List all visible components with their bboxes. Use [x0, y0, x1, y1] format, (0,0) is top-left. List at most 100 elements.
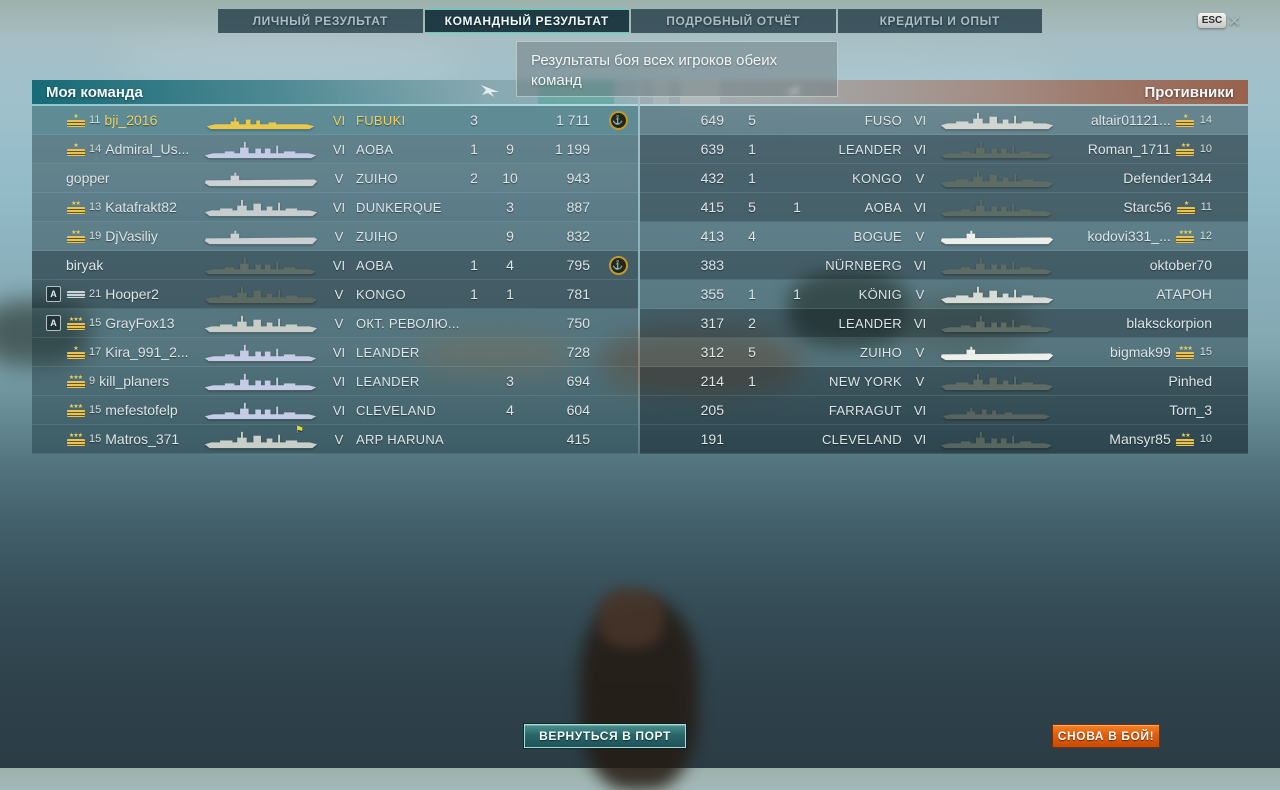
battle-again-button[interactable]: СНОВА В БОЙ! — [1052, 724, 1160, 748]
table-row[interactable]: ★★★ 9 kill_planers VI LEANDER 3 694 — [32, 367, 638, 396]
my-team-rows: ★ 11 bji_2016 VI FUBUKI 3 1 711 ⚓ ★ 14 Admiral_Us.… — [32, 106, 638, 454]
ship-silhouette-cell — [202, 168, 322, 189]
xp-value: 1 199 — [554, 141, 590, 157]
player-name: kodovi331_... — [1087, 228, 1171, 244]
planes-value: 1 — [748, 141, 756, 157]
table-row[interactable]: ★ 14 Admiral_Us... VI AOBA 1 9 1 199 — [32, 135, 638, 164]
ship-silhouette-cell — [202, 110, 322, 131]
planes-value: 9 — [506, 228, 514, 244]
player-name-cluster: ★★★ 15 Matros_371 — [66, 431, 202, 447]
kills-value: 1 — [470, 286, 478, 302]
table-row[interactable]: 191 CLEVELAND VI Mansyr85 ★★ 10 — [640, 425, 1248, 454]
close-icon[interactable]: ✕ — [1228, 13, 1241, 30]
ship-name: DUNKERQUE — [356, 199, 442, 215]
ship-tier: VI — [332, 402, 346, 418]
tab-detailed-report[interactable]: ПОДРОБНЫЙ ОТЧЁТ — [631, 9, 836, 33]
back-to-port-button[interactable]: ВЕРНУТЬСЯ В ПОРТ — [524, 724, 686, 748]
ship-tier: VI — [332, 112, 346, 128]
ship-name: AOBA — [864, 199, 902, 215]
ship-tier: VI — [913, 141, 927, 157]
xp-value: 1 711 — [556, 112, 590, 128]
rank-insignia-icon: ★★★ — [66, 375, 85, 388]
ship-silhouette — [938, 313, 1056, 334]
table-row[interactable]: ★★ 13 Katafrakt82 VI DUNKERQUE 3 887 — [32, 193, 638, 222]
table-row[interactable]: 639 1 LEANDER VI Roman_1711 ★★ 10 — [640, 135, 1248, 164]
ship-silhouette — [938, 255, 1056, 276]
table-row[interactable]: ★★★ 15 Matros_371 ⚑ V ARP HARUNA 415 — [32, 425, 638, 454]
table-row[interactable]: 317 2 LEANDER VI blaksckorpion — [640, 309, 1248, 338]
rank-number: 21 — [89, 288, 102, 300]
ship-tier: VI — [332, 344, 346, 360]
xp-value: 639 — [700, 141, 724, 157]
ship-silhouette — [938, 197, 1056, 218]
ship-silhouette-cell — [202, 284, 322, 305]
arp-flag-icon: ⚑ — [295, 424, 304, 436]
planes-value: 5 — [748, 199, 756, 215]
tab-team-result[interactable]: КОМАНДНЫЙ РЕЗУЛЬТАТ — [424, 9, 629, 33]
table-row[interactable]: 214 1 NEW YORK V Pinhed — [640, 367, 1248, 396]
table-row[interactable]: 649 5 FUSO VI altair01121... ★ 14 — [640, 106, 1248, 135]
table-row[interactable]: 383 NÜRNBERG VI oktober70 — [640, 251, 1248, 280]
enemy-team-rows: 649 5 FUSO VI altair01121... ★ 14 639 1 LEANDER VI… — [640, 106, 1248, 454]
cloud — [120, 40, 460, 86]
rank-number: 13 — [89, 201, 102, 213]
player-name-cluster: Roman_1711 ★★ 10 — [1062, 141, 1212, 157]
kills-value: 1 — [470, 141, 478, 157]
player-name-cluster: bigmak99 ★★★ 15 — [1062, 344, 1212, 360]
ship-silhouette — [202, 168, 320, 189]
tab-credits-and-xp[interactable]: КРЕДИТЫ И ОПЫТ — [837, 9, 1042, 33]
table-row[interactable]: 205 FARRAGUT VI Torn_3 — [640, 396, 1248, 425]
ship-tier: VI — [332, 373, 346, 389]
ship-silhouette-cell — [938, 110, 1062, 131]
planes-value: 1 — [748, 373, 756, 389]
player-name-cluster: altair01121... ★ 14 — [1062, 112, 1212, 128]
rank-insignia-icon: ★ — [66, 114, 85, 127]
table-row[interactable]: ★ 17 Kira_991_2... VI LEANDER 728 — [32, 338, 638, 367]
xp-value: 943 — [566, 170, 590, 186]
ship-tier: V — [915, 373, 925, 389]
ship-silhouette-cell — [202, 371, 322, 392]
rank-number: 15 — [89, 433, 102, 445]
table-row[interactable]: ★★ 19 DjVasiliy V ZUIHO 9 832 — [32, 222, 638, 251]
rank-number: 10 — [1199, 143, 1212, 155]
rank-insignia-icon: ★ — [66, 143, 85, 156]
ship-silhouette — [938, 400, 1056, 421]
xp-value: 750 — [566, 315, 590, 331]
ship-silhouette — [938, 139, 1056, 160]
table-row[interactable]: 432 1 KONGO V Defender1344 — [640, 164, 1248, 193]
achievement-medal-icon: ⚓ — [608, 110, 628, 130]
table-row[interactable]: А 21 Hooper2 V KONGO 1 1 781 — [32, 280, 638, 309]
kills-value: 3 — [470, 112, 478, 128]
table-row[interactable]: 415 5 1 AOBA VI Starc56 ★ 11 — [640, 193, 1248, 222]
mountain — [420, 335, 570, 377]
table-row[interactable]: А ★★★ 15 GrayFox13 V ОКТ. РЕВОЛЮ... 750 — [32, 309, 638, 338]
ship-name: ARP HARUNA — [356, 431, 445, 447]
table-row[interactable]: ★ 11 bji_2016 VI FUBUKI 3 1 711 ⚓ — [32, 106, 638, 135]
table-row[interactable]: 355 1 1 KÖNIG V АТАРОН — [640, 280, 1248, 309]
ship-silhouette — [938, 284, 1056, 305]
ship-name: BOGUE — [853, 228, 902, 244]
player-name-cluster: kodovi331_... ★★★ 12 — [1062, 228, 1212, 244]
xp-value: 728 — [566, 344, 590, 360]
medal-cell: ⚓ — [598, 110, 638, 130]
player-name: oktober70 — [1149, 257, 1212, 273]
kills-value: 1 — [793, 199, 801, 215]
ship-tier: V — [915, 286, 925, 302]
ship-tier: V — [334, 286, 344, 302]
enemy-team-title: Противники — [1144, 83, 1234, 101]
xp-value: 205 — [700, 402, 724, 418]
rank-number: 11 — [1200, 201, 1212, 213]
rank-number: 12 — [1199, 230, 1212, 242]
table-row[interactable]: ★★★ 15 mefestofelp VI CLEVELAND 4 604 — [32, 396, 638, 425]
ship-silhouette-cell — [202, 255, 322, 276]
rank-number: 15 — [89, 404, 102, 416]
rank-insignia-icon: ★★ — [66, 230, 85, 243]
rank-insignia-icon: ★★★ — [1176, 230, 1195, 243]
esc-key[interactable]: ESC — [1198, 13, 1226, 28]
table-row[interactable]: biryak VI AOBA 1 4 795 ⚓ — [32, 251, 638, 280]
table-row[interactable]: gopper V ZUIHO 2 10 943 — [32, 164, 638, 193]
tab-personal-result[interactable]: ЛИЧНЫЙ РЕЗУЛЬТАТ — [218, 9, 423, 33]
ship-silhouette-cell — [938, 168, 1062, 189]
